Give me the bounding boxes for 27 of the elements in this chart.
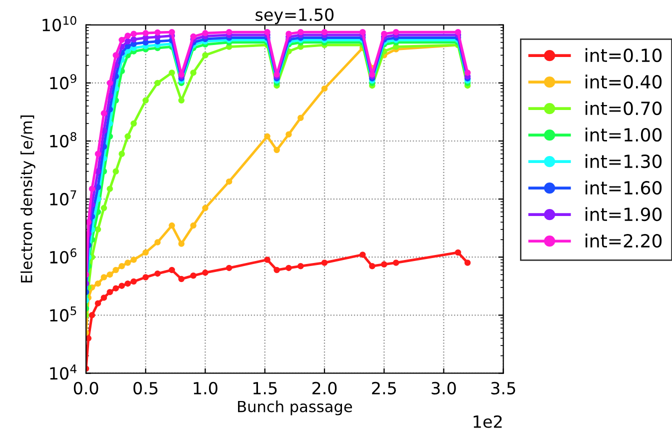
legend-label: int=0.40 [586, 74, 662, 89]
legend-label: int=2.20 [586, 234, 662, 248]
text: 1e2 [474, 415, 502, 428]
x-axis-title: Bunch passage [238, 400, 352, 416]
legend-label: int=1.30 [586, 154, 662, 168]
y-tick-label: 10$^{4}$ [50, 364, 76, 380]
x-tick-label: 3.0 [432, 382, 456, 394]
y-tick-label: 10$^{9}$ [50, 74, 76, 90]
legend-label: int=1.00 [586, 128, 662, 142]
x-tick-label: 1.0 [194, 382, 218, 394]
x-tick-label: 2.5 [372, 382, 396, 394]
legend-label: int=0.70 [586, 101, 662, 116]
x-tick-label: 0.0 [74, 382, 98, 394]
x-tick-label: 3.5 [491, 382, 516, 394]
y-axis-title: Electron density [e/m] [20, 116, 36, 282]
y-tick-label: 10$^{8}$ [50, 132, 76, 148]
y-tick-label: 10$^{10}$ [42, 16, 76, 32]
x-tick-label: 1.5 [253, 382, 277, 394]
y-tick-label: 10$^{5}$ [50, 306, 76, 322]
legend-label: int=1.90 [586, 207, 662, 222]
y-tick-label: 10$^{7}$ [50, 190, 76, 206]
chart-title: sey=1.50 [256, 8, 334, 24]
y-tick-label: 10$^{6}$ [50, 248, 76, 264]
x-tick-label: 0.5 [133, 382, 158, 394]
legend-label: int=1.60 [586, 180, 662, 195]
legend-label: int=0.10 [586, 48, 662, 62]
x-tick-label: 2.0 [312, 382, 337, 394]
